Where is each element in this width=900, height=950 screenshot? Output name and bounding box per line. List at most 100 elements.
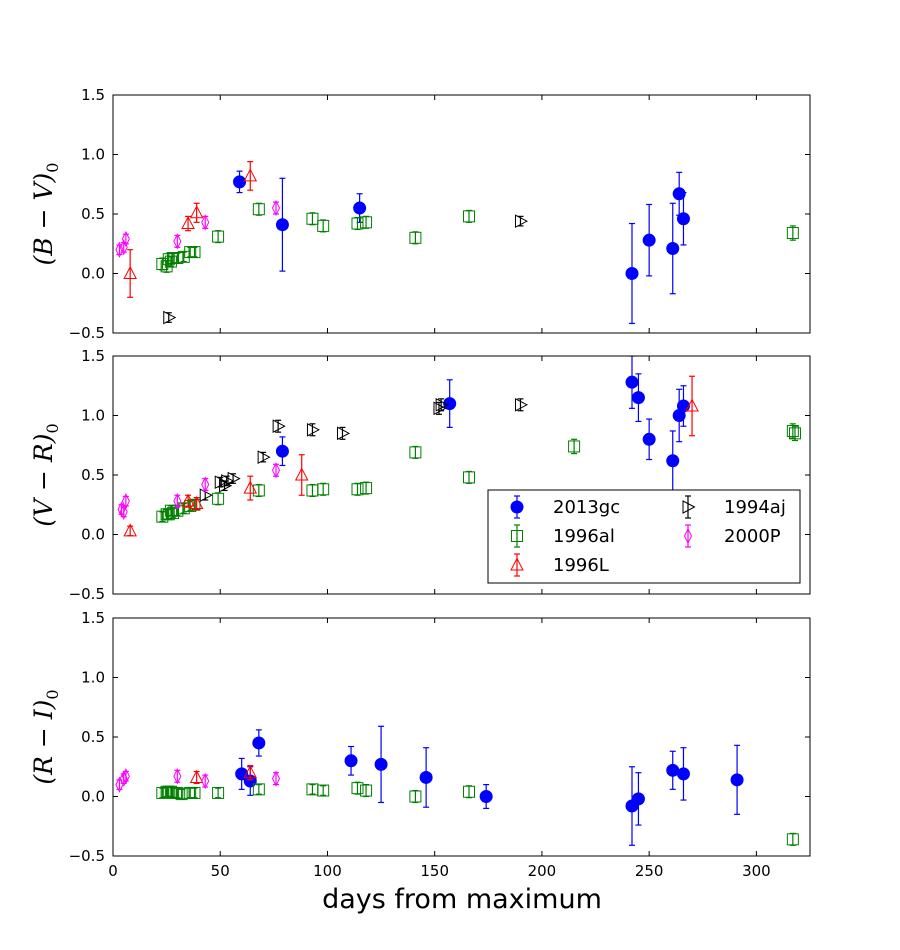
data-point-2013gc: [419, 770, 433, 784]
data-point-2013gc: [625, 375, 639, 389]
data-point-1996L: [123, 265, 137, 279]
y-tick-label: 1.0: [81, 669, 105, 687]
data-point-1996al: [409, 231, 422, 244]
y-axis-label: (B − V)0: [29, 163, 62, 266]
legend-box: [487, 489, 801, 584]
series-1996al: [156, 202, 799, 273]
data-point-1996al: [171, 786, 184, 799]
series-1994aj: [163, 214, 529, 325]
series-1996al: [156, 423, 801, 523]
data-point-1994aj: [514, 214, 529, 228]
data-point-1996al: [568, 440, 581, 453]
data-point-2013gc: [676, 399, 690, 413]
legend-marker-1994aj: [682, 500, 696, 514]
data-point-2000P: [201, 214, 210, 231]
x-tick-label: 150: [420, 862, 449, 880]
data-point-2013gc: [676, 767, 690, 781]
y-tick-label: 0.0: [81, 265, 105, 283]
data-point-1994aj: [433, 401, 447, 416]
data-point-1996al: [212, 786, 225, 799]
data-point-1996al: [188, 786, 201, 799]
data-point-1996al: [162, 253, 175, 266]
x-tick-label: 250: [635, 862, 664, 880]
legend-marker-1996al: [511, 530, 523, 542]
legend-label: 1994aj: [724, 497, 786, 518]
legend-marker-1996L: [510, 557, 524, 571]
plot-area: [115, 725, 799, 846]
data-point-1996al: [164, 255, 177, 268]
data-point-2000P: [121, 493, 130, 510]
data-point-1996al: [351, 782, 364, 795]
data-point-2000P: [173, 493, 182, 510]
data-point-2013gc: [730, 773, 744, 787]
y-tick-label: 1.5: [81, 86, 105, 104]
data-point-1994aj: [336, 426, 351, 441]
legend-entry-1996al: 1996al: [511, 524, 615, 548]
y-tick-label: −0.5: [69, 585, 105, 603]
y-tick-label: 0.0: [81, 788, 105, 806]
data-point-1996L: [189, 205, 204, 219]
data-point-1996al: [788, 427, 801, 440]
legend-marker-2000P: [683, 527, 693, 545]
legend-entry-2000P: 2000P: [683, 524, 781, 548]
data-point-2000P: [173, 233, 182, 250]
data-point-2013gc: [252, 736, 266, 750]
data-point-1996L: [243, 765, 258, 779]
data-point-1994aj: [306, 422, 321, 437]
data-point-1994aj: [514, 397, 529, 412]
x-tick-label: 300: [742, 862, 771, 880]
data-point-2000P: [115, 241, 124, 258]
series-2013gc: [235, 725, 744, 846]
data-point-2000P: [271, 199, 281, 217]
data-point-1996al: [786, 424, 799, 437]
series-2000P: [115, 199, 281, 258]
data-point-1996al: [317, 483, 330, 496]
y-tick-label: 0.5: [81, 205, 105, 223]
data-point-1996L: [243, 168, 258, 182]
data-point-1996al: [164, 504, 177, 517]
y-tick-label: 1.0: [81, 146, 105, 164]
data-point-2013gc: [479, 790, 493, 803]
data-point-1994aj: [272, 419, 286, 434]
data-point-2013gc: [672, 187, 686, 201]
data-point-2000P: [173, 768, 182, 785]
data-point-1994aj: [219, 478, 233, 493]
series-1994aj: [199, 397, 529, 503]
panel-r-minus-i: −0.5 0.0 0.5 1.0 1.5 0 50 100 150 200 250 300 (R − I…: [29, 609, 811, 880]
data-point-1996al: [360, 482, 373, 495]
data-point-1996al: [463, 785, 476, 798]
data-point-2000P: [121, 230, 130, 248]
data-point-2013gc: [676, 212, 690, 226]
data-point-1996L: [189, 495, 204, 510]
data-point-1996al: [317, 219, 330, 232]
panel-b-minus-v: −0.5 0.0 0.5 1.0 1.5 (B − V)0: [29, 86, 811, 342]
series-2013gc: [275, 356, 690, 492]
data-point-1996L: [181, 215, 195, 230]
y-tick-label: −0.5: [69, 324, 105, 342]
data-point-2013gc: [233, 175, 247, 189]
series-2013gc: [233, 170, 690, 325]
data-point-1994aj: [227, 471, 241, 486]
data-point-2000P: [271, 770, 281, 787]
data-point-1996al: [162, 508, 175, 521]
plot-area: [115, 161, 799, 325]
legend-marker-2013gc: [510, 500, 524, 514]
series-2000P: [115, 768, 281, 793]
legend-label: 1996al: [553, 526, 615, 547]
legend-entry-1994aj: 1994aj: [682, 495, 786, 519]
data-point-1996al: [463, 471, 476, 484]
data-point-1996al: [252, 203, 265, 216]
data-point-2013gc: [631, 391, 645, 405]
data-point-2013gc: [625, 267, 639, 280]
data-point-1996al: [786, 833, 799, 846]
data-point-2013gc: [353, 201, 367, 215]
y-axis-label: (V − R)0: [29, 423, 62, 526]
data-point-2000P: [271, 462, 281, 479]
y-axis-label: (R − I)0: [29, 689, 62, 784]
data-point-2013gc: [666, 763, 680, 777]
legend-label: 2013gc: [553, 497, 620, 518]
x-tick-label: 0: [108, 862, 118, 880]
data-point-1996al: [252, 484, 265, 497]
data-point-2013gc: [666, 242, 680, 256]
